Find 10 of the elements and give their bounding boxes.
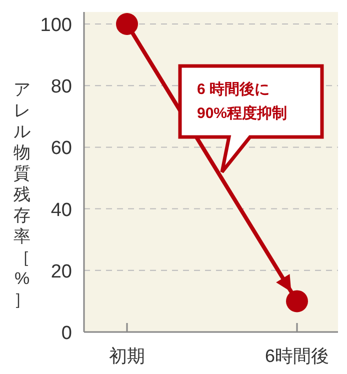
y-tick-label: 80 (50, 76, 72, 98)
y-tick-label: 0 (61, 323, 72, 344)
x-tick-label: 6時間後 (264, 346, 330, 366)
y-tick-label: 20 (50, 261, 72, 282)
y-tick-label: 100 (40, 15, 72, 36)
annotation: 6 時間後に 90%程度抑制 (197, 81, 288, 122)
y-tick-label: 40 (50, 200, 72, 221)
x-tick-label: 初期 (109, 346, 145, 366)
ylabel: アレル物質残存率［%］ (14, 80, 30, 309)
y-tick-label: 60 (50, 138, 72, 160)
